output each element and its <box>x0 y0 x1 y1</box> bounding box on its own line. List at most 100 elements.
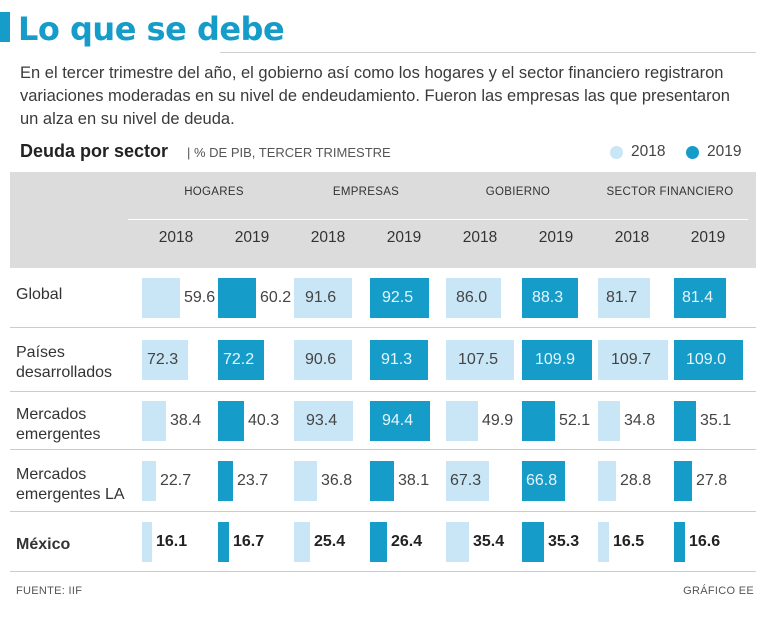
year-header-2018: 2018 <box>310 229 346 246</box>
chart-unit: | % DE PIB, TERCER TRIMESTRE <box>187 145 391 160</box>
year-header-2019: 2019 <box>234 229 270 246</box>
value-label: 38.4 <box>170 412 202 429</box>
bar-mexico-hogares-2019 <box>218 522 229 562</box>
bar-global-gobierno-2019 <box>522 278 578 318</box>
value-label: 26.4 <box>391 533 423 550</box>
value-label: 36.8 <box>321 472 353 489</box>
bar-global-hogares-2019 <box>218 278 256 318</box>
credit-note: GRÁFICO EE <box>683 585 754 597</box>
table-header <box>10 172 756 268</box>
bar-mexico-gobierno-2018 <box>446 522 469 562</box>
legend-label-2018: 2018 <box>631 143 666 160</box>
table-header-divider <box>128 219 748 220</box>
page-title: Lo que se debe <box>18 10 285 48</box>
year-header-2019: 2019 <box>690 229 726 246</box>
value-label: 91.3 <box>381 351 413 368</box>
year-header-2018: 2018 <box>158 229 194 246</box>
row-label-mercados-emergentes-la: Mercados emergentes LA <box>16 466 125 503</box>
value-label: 107.5 <box>458 351 499 368</box>
bar-mexico-sector-financiero-2019 <box>674 522 685 562</box>
row-label-mexico: México <box>16 536 71 553</box>
row-label-paises-desarrollados: Países desarrollados <box>16 344 113 381</box>
bar-mexico-empresas-2019 <box>370 522 387 562</box>
bar-mercados-emergentes-hogares-2018 <box>142 401 166 441</box>
bar-mexico-gobierno-2019 <box>522 522 544 562</box>
bar-paises-desarrollados-empresas-2019 <box>370 340 428 380</box>
value-label: 90.6 <box>305 351 337 368</box>
bar-mercados-emergentes-la-empresas-2018 <box>294 461 317 501</box>
title-divider <box>220 52 756 53</box>
year-header-2018: 2018 <box>462 229 498 246</box>
value-label: 67.3 <box>450 472 482 489</box>
value-label: 35.4 <box>473 533 505 550</box>
row-divider <box>10 327 756 328</box>
value-label: 52.1 <box>559 412 591 429</box>
bar-mercados-emergentes-hogares-2019 <box>218 401 244 441</box>
legend-item-2018: 2018 <box>610 143 665 161</box>
bar-paises-desarrollados-sector-financiero-2019 <box>674 340 743 380</box>
bar-mexico-hogares-2018 <box>142 522 152 562</box>
value-label: 92.5 <box>382 289 414 306</box>
value-label: 28.8 <box>620 472 652 489</box>
value-label: 16.7 <box>233 533 265 550</box>
bar-paises-desarrollados-hogares-2018 <box>142 340 188 380</box>
bar-mercados-emergentes-la-gobierno-2019 <box>522 461 565 501</box>
value-label: 34.8 <box>624 412 656 429</box>
value-label: 23.7 <box>237 472 269 489</box>
title-accent-bar <box>0 12 10 42</box>
bar-mercados-emergentes-la-hogares-2019 <box>218 461 233 501</box>
group-header-sector-financiero: SECTOR FINANCIERO <box>606 186 734 198</box>
bar-mercados-emergentes-gobierno-2018 <box>446 401 478 441</box>
chart-title: Deuda por sector <box>20 141 169 161</box>
legend-label-2019: 2019 <box>707 143 742 160</box>
row-label-mercados-emergentes: Mercados emergentes <box>16 406 101 443</box>
bar-global-sector-financiero-2019 <box>674 278 726 318</box>
legend-swatch-2018 <box>610 145 623 159</box>
value-label: 94.4 <box>382 412 414 429</box>
bar-mercados-emergentes-empresas-2019 <box>370 401 430 441</box>
group-header-gobierno: GOBIERNO <box>485 186 551 198</box>
bar-mexico-sector-financiero-2018 <box>598 522 609 562</box>
bar-mercados-emergentes-la-empresas-2019 <box>370 461 394 501</box>
value-label: 93.4 <box>306 412 338 429</box>
legend-swatch-2019 <box>686 145 699 159</box>
value-label: 22.7 <box>160 472 192 489</box>
bar-global-empresas-2019 <box>370 278 429 318</box>
value-label: 38.1 <box>398 472 430 489</box>
value-label: 16.6 <box>689 533 721 550</box>
bar-paises-desarrollados-hogares-2019 <box>218 340 264 380</box>
value-label: 25.4 <box>314 533 346 550</box>
bar-mexico-empresas-2018 <box>294 522 310 562</box>
bar-paises-desarrollados-gobierno-2019 <box>522 340 592 380</box>
value-label: 72.3 <box>147 351 179 368</box>
row-divider <box>10 391 756 392</box>
value-label: 72.2 <box>223 351 255 368</box>
value-label: 91.6 <box>305 289 337 306</box>
value-label: 40.3 <box>248 412 280 429</box>
value-label: 35.3 <box>548 533 580 550</box>
bar-mercados-emergentes-la-hogares-2018 <box>142 461 156 501</box>
bar-mercados-emergentes-empresas-2018 <box>294 401 353 441</box>
page-subtitle: En el tercer trimestre del año, el gobie… <box>20 64 730 128</box>
value-label: 86.0 <box>456 289 488 306</box>
source-note: FUENTE: IIF <box>16 585 83 597</box>
value-label: 49.9 <box>482 412 514 429</box>
value-label: 109.9 <box>535 351 576 368</box>
bar-global-hogares-2018 <box>142 278 180 318</box>
year-header-2019: 2019 <box>386 229 422 246</box>
bar-mercados-emergentes-la-gobierno-2018 <box>446 461 489 501</box>
row-divider <box>10 571 756 572</box>
legend-item-2019: 2019 <box>686 143 741 161</box>
value-label: 88.3 <box>532 289 564 306</box>
value-label: 109.7 <box>611 351 652 368</box>
row-divider <box>10 449 756 450</box>
value-label: 27.8 <box>696 472 728 489</box>
value-label: 81.7 <box>606 289 638 306</box>
year-header-2019: 2019 <box>538 229 574 246</box>
bar-mercados-emergentes-sector-financiero-2018 <box>598 401 620 441</box>
bar-global-gobierno-2018 <box>446 278 501 318</box>
value-label: 59.6 <box>184 289 216 306</box>
year-header-2018: 2018 <box>614 229 650 246</box>
bar-mercados-emergentes-la-sector-financiero-2018 <box>598 461 616 501</box>
bar-global-empresas-2018 <box>294 278 352 318</box>
